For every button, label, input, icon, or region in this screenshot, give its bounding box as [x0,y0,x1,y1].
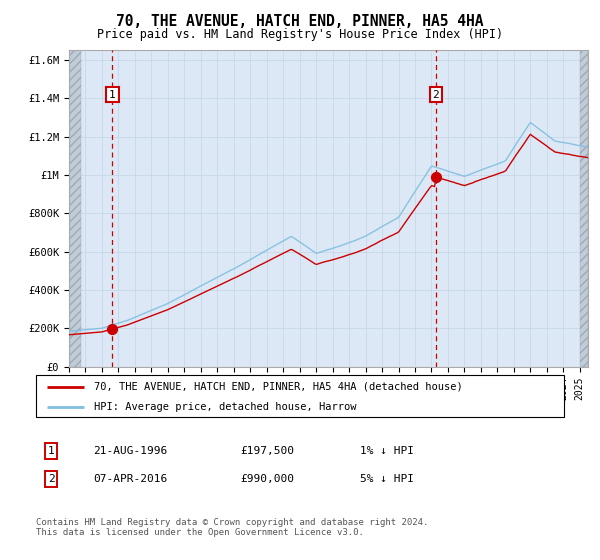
Text: 1% ↓ HPI: 1% ↓ HPI [360,446,414,456]
Text: £197,500: £197,500 [240,446,294,456]
Text: 70, THE AVENUE, HATCH END, PINNER, HA5 4HA (detached house): 70, THE AVENUE, HATCH END, PINNER, HA5 4… [94,382,463,392]
Text: £990,000: £990,000 [240,474,294,484]
Bar [580,50,588,367]
Text: 1: 1 [47,446,55,456]
Bar [69,50,80,367]
Point [431,172,441,181]
Text: Price paid vs. HM Land Registry's House Price Index (HPI): Price paid vs. HM Land Registry's House … [97,28,503,41]
Text: 2: 2 [433,90,439,100]
Text: 07-APR-2016: 07-APR-2016 [93,474,167,484]
Text: HPI: Average price, detached house, Harrow: HPI: Average price, detached house, Harr… [94,402,356,412]
Text: 5% ↓ HPI: 5% ↓ HPI [360,474,414,484]
Text: 70, THE AVENUE, HATCH END, PINNER, HA5 4HA: 70, THE AVENUE, HATCH END, PINNER, HA5 4… [116,14,484,29]
Text: 1: 1 [109,90,116,100]
Text: 21-AUG-1996: 21-AUG-1996 [93,446,167,456]
Text: 2: 2 [47,474,55,484]
Text: Contains HM Land Registry data © Crown copyright and database right 2024.
This d: Contains HM Land Registry data © Crown c… [36,518,428,538]
Point [107,324,117,333]
FancyBboxPatch shape [36,375,564,417]
